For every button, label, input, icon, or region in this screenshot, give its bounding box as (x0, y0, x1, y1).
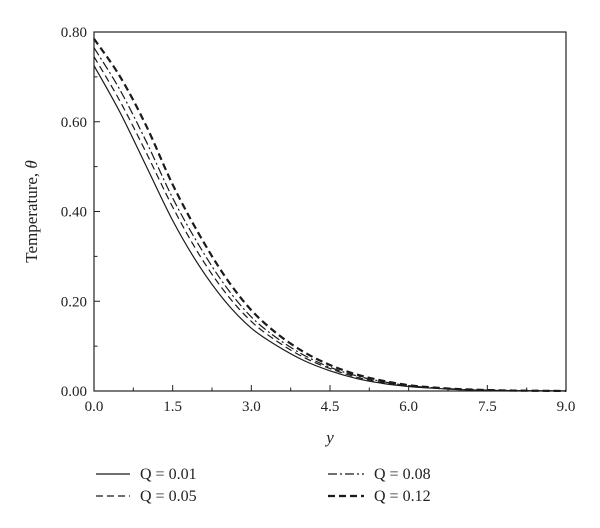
x-tick-label: 7.5 (478, 399, 497, 415)
y-axis-title-symbol: θ (22, 160, 41, 168)
legend-label-4: Q = 0.12 (374, 488, 431, 505)
plot-frame (93, 31, 567, 392)
series-lines (93, 38, 567, 393)
plot-area: 0.0 1.5 3.0 4.5 6.0 7.5 9.0 0.000.200.400.600.… (61, 25, 576, 415)
x-axis: 0.0 1.5 3.0 4.5 6.0 7.5 9.0 (85, 385, 576, 415)
y-axis-title-text: Temperature, (22, 169, 41, 263)
legend: Q = 0.01 Q = 0.05 Q = 0.08 Q = 0.12 (96, 466, 431, 505)
y-tick-label: 0.40 (61, 205, 87, 221)
series-line-2 (93, 56, 567, 392)
x-tick-label: 0.0 (85, 399, 104, 415)
x-tick-label: 9.0 (557, 399, 576, 415)
legend-label-2: Q = 0.05 (140, 488, 197, 505)
series-line-3 (93, 47, 567, 392)
x-tick-label: 3.0 (242, 399, 261, 415)
y-tick-label: 0.20 (61, 294, 87, 310)
y-axis-title: Temperature, θ (22, 160, 41, 263)
series-line-1 (93, 65, 567, 392)
x-tick-label: 6.0 (399, 399, 418, 415)
y-tick-label: 0.00 (61, 384, 87, 400)
x-tick-label: 4.5 (321, 399, 340, 415)
legend-label-1: Q = 0.01 (140, 466, 197, 483)
x-tick-label: 1.5 (163, 399, 182, 415)
y-tick-label: 0.60 (61, 115, 87, 131)
series-line-4 (93, 38, 567, 393)
x-axis-title: y (324, 428, 334, 447)
y-tick-label: 0.80 (61, 25, 87, 41)
legend-label-3: Q = 0.08 (374, 466, 431, 483)
y-axis: 0.00 0.20 0.40 0.60 0.80 (61, 25, 100, 400)
